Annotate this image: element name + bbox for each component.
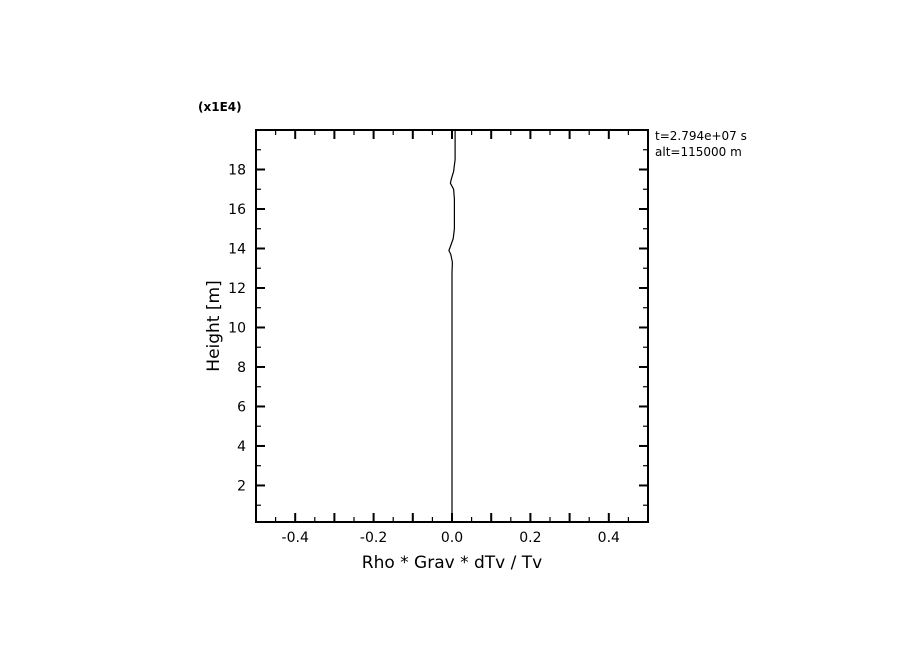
x-tick-label: -0.4 [282,530,309,546]
y-tick-label: 16 [228,202,246,218]
annotation-time: t=2.794e+07 s [655,129,747,143]
x-tick-label: 0.4 [598,530,620,546]
y-tick-label: 8 [237,360,246,376]
y-tick-label: 4 [237,439,246,455]
y-tick-label: 14 [228,241,246,257]
y-tick-label: 2 [237,478,246,494]
x-tick-label: -0.2 [360,530,387,546]
series-line [448,130,456,522]
y-tick-label: 10 [228,320,246,336]
x-tick-label: 0.0 [441,530,463,546]
y-multiplier-label: (x1E4) [198,100,242,114]
x-tick-label: 0.2 [519,530,541,546]
y-tick-label: 6 [237,399,246,415]
annotation-alt: alt=115000 m [655,145,742,159]
y-axis-label: Height [m] [204,280,224,371]
x-axis-label: Rho * Grav * dTv / Tv [362,553,542,573]
y-tick-label: 12 [228,281,246,297]
y-tick-label: 18 [228,162,246,178]
